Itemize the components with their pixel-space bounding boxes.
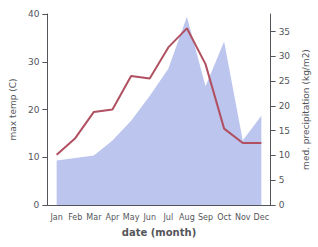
svg-text:0: 0: [279, 200, 285, 210]
svg-text:10: 10: [28, 152, 40, 162]
svg-text:0: 0: [34, 200, 40, 210]
svg-text:10: 10: [279, 150, 291, 160]
svg-text:max temp (C): max temp (C): [8, 78, 18, 140]
svg-text:5: 5: [279, 175, 285, 185]
svg-text:Nov: Nov: [235, 213, 251, 222]
svg-text:Mar: Mar: [86, 213, 102, 222]
svg-text:40: 40: [28, 9, 40, 19]
svg-text:Sep: Sep: [198, 213, 213, 222]
svg-text:Jan: Jan: [49, 213, 62, 222]
svg-text:Jun: Jun: [142, 213, 156, 222]
svg-text:May: May: [123, 213, 140, 222]
svg-text:Jul: Jul: [162, 213, 173, 222]
svg-text:25: 25: [279, 76, 290, 86]
svg-text:35: 35: [279, 27, 290, 37]
svg-text:15: 15: [279, 126, 290, 136]
svg-text:med. precipitation (kg/m2): med. precipitation (kg/m2): [301, 49, 311, 170]
svg-text:30: 30: [28, 57, 40, 67]
svg-text:Apr: Apr: [106, 213, 121, 222]
svg-text:30: 30: [279, 51, 291, 61]
svg-text:20: 20: [28, 105, 40, 115]
svg-text:Aug: Aug: [179, 213, 195, 222]
svg-text:20: 20: [279, 101, 291, 111]
svg-text:Dec: Dec: [254, 213, 269, 222]
svg-text:date (month): date (month): [122, 227, 196, 238]
svg-text:Oct: Oct: [217, 213, 231, 222]
svg-text:Feb: Feb: [68, 213, 82, 222]
